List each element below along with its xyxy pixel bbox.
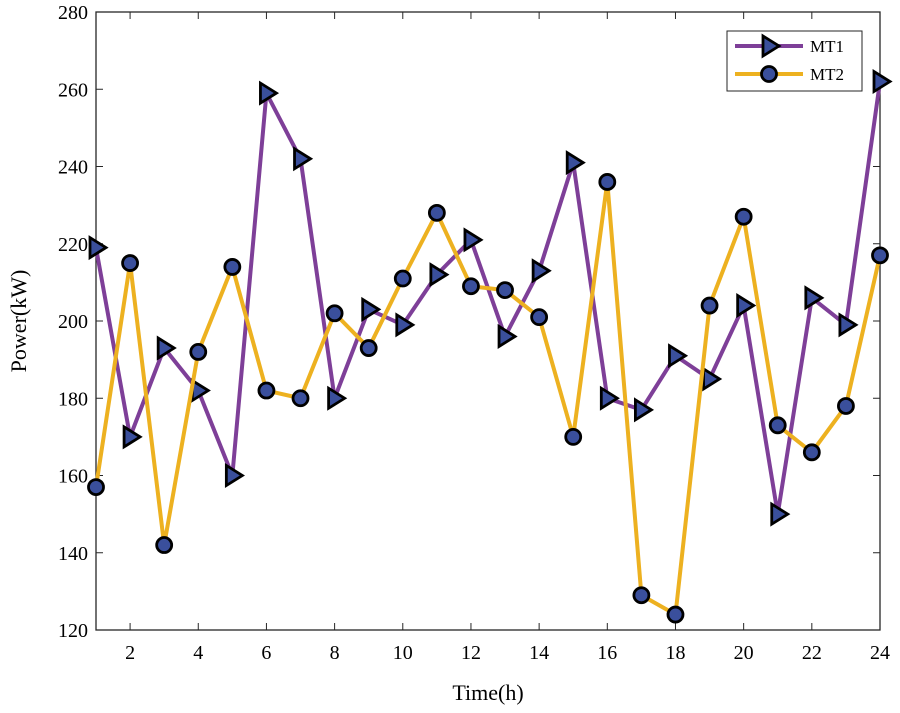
data-point-mt1 — [497, 323, 518, 349]
data-point-mt2 — [530, 308, 549, 327]
data-point-mt1 — [531, 258, 552, 284]
data-point-mt2 — [223, 258, 242, 276]
series-line-mt2 — [94, 179, 882, 617]
data-point-mt1 — [736, 293, 757, 319]
legend-box — [726, 30, 863, 92]
data-point-mt2 — [291, 389, 310, 408]
data-point-mt2 — [871, 246, 889, 265]
data-point-mt2 — [189, 342, 208, 361]
legend-item-mt2: MT2 — [735, 65, 844, 84]
legend-marker — [761, 33, 782, 59]
y-tick-label: 220 — [58, 234, 88, 256]
data-point-mt1 — [293, 146, 314, 172]
data-point-mt1 — [327, 385, 348, 411]
data-point-mt1 — [804, 285, 825, 311]
legend-label: MT2 — [810, 65, 844, 84]
x-tick-label: 6 — [261, 642, 271, 664]
data-point-mt1 — [599, 385, 620, 411]
data-point-mt1 — [224, 462, 245, 489]
data-point-mt1 — [429, 262, 450, 288]
data-point-mt2 — [462, 277, 480, 296]
data-point-mt1 — [361, 296, 382, 322]
data-point-mt2 — [257, 381, 276, 400]
y-tick-label: 160 — [58, 466, 88, 488]
y-tick-label: 280 — [58, 2, 88, 24]
x-tick-label: 20 — [734, 642, 754, 664]
data-point-mt2 — [666, 605, 685, 624]
y-tick-label: 120 — [58, 620, 88, 642]
y-tick-label: 200 — [58, 311, 88, 333]
legend-item-mt1: MT1 — [735, 33, 844, 59]
data-point-mt2 — [427, 203, 446, 222]
x-tick-label: 14 — [529, 642, 549, 664]
data-point-mt1 — [88, 235, 109, 261]
data-point-mt1 — [770, 501, 791, 527]
data-point-mt2 — [87, 478, 105, 496]
x-tick-label: 10 — [393, 642, 413, 664]
x-tick-label: 12 — [461, 642, 481, 664]
x-tick-label: 2 — [125, 642, 135, 664]
data-point-mt1 — [633, 397, 655, 423]
data-point-mt1 — [702, 366, 723, 392]
data-point-mt2 — [325, 304, 344, 323]
y-tick-label: 240 — [58, 157, 88, 179]
data-point-mt1 — [463, 227, 484, 253]
data-point-mt2 — [598, 173, 617, 191]
y-tick-label: 180 — [58, 388, 88, 410]
data-point-mt2 — [393, 269, 412, 288]
y-axis-title: Power(kW) — [6, 270, 31, 373]
y-tick-label: 260 — [58, 79, 88, 101]
x-tick-label: 24 — [870, 642, 890, 664]
x-tick-label: 22 — [802, 642, 822, 664]
data-point-mt1 — [122, 424, 143, 450]
x-tick-label: 8 — [330, 642, 340, 664]
data-point-mt1 — [838, 312, 859, 338]
data-point-mt2 — [768, 416, 787, 435]
x-tick-label: 4 — [193, 642, 203, 664]
x-tick-label: 18 — [665, 642, 685, 664]
legend-label: MT1 — [810, 37, 844, 56]
data-point-mt2 — [632, 586, 651, 605]
data-point-mt2 — [837, 397, 855, 415]
y-tick-label: 140 — [58, 543, 88, 565]
x-tick-label: 16 — [597, 642, 617, 664]
data-point-mt2 — [802, 443, 821, 462]
x-axis-title: Time(h) — [452, 680, 523, 705]
data-point-mt1 — [156, 335, 177, 361]
data-point-mt1 — [259, 80, 280, 106]
series-mt2 — [87, 173, 889, 624]
data-point-mt2 — [700, 296, 719, 315]
data-point-mt1 — [872, 68, 893, 95]
axis-ticks: 2 4 6 8 10 12 14 16 18 20 22 2412014016018020022024… — [58, 2, 890, 664]
legend-marker — [760, 65, 778, 83]
data-point-mt2 — [564, 427, 583, 446]
data-point-mt2 — [734, 207, 753, 226]
data-point-mt2 — [359, 339, 378, 357]
data-point-mt2 — [155, 536, 174, 554]
data-point-mt1 — [668, 343, 689, 369]
data-point-mt1 — [565, 150, 586, 176]
data-point-mt1 — [395, 312, 416, 338]
data-point-mt2 — [496, 281, 514, 300]
series-layer — [87, 68, 893, 624]
plot-area — [95, 11, 881, 631]
data-point-mt2 — [121, 254, 139, 272]
